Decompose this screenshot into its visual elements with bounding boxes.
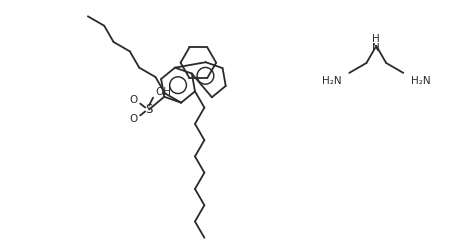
Text: OH: OH <box>155 87 171 97</box>
Text: H₂N: H₂N <box>322 76 341 86</box>
Text: H: H <box>372 34 380 44</box>
Text: N: N <box>372 43 380 53</box>
Text: O: O <box>129 95 137 104</box>
Text: S: S <box>146 103 153 116</box>
Text: H₂N: H₂N <box>411 76 431 86</box>
Text: O: O <box>129 114 137 124</box>
